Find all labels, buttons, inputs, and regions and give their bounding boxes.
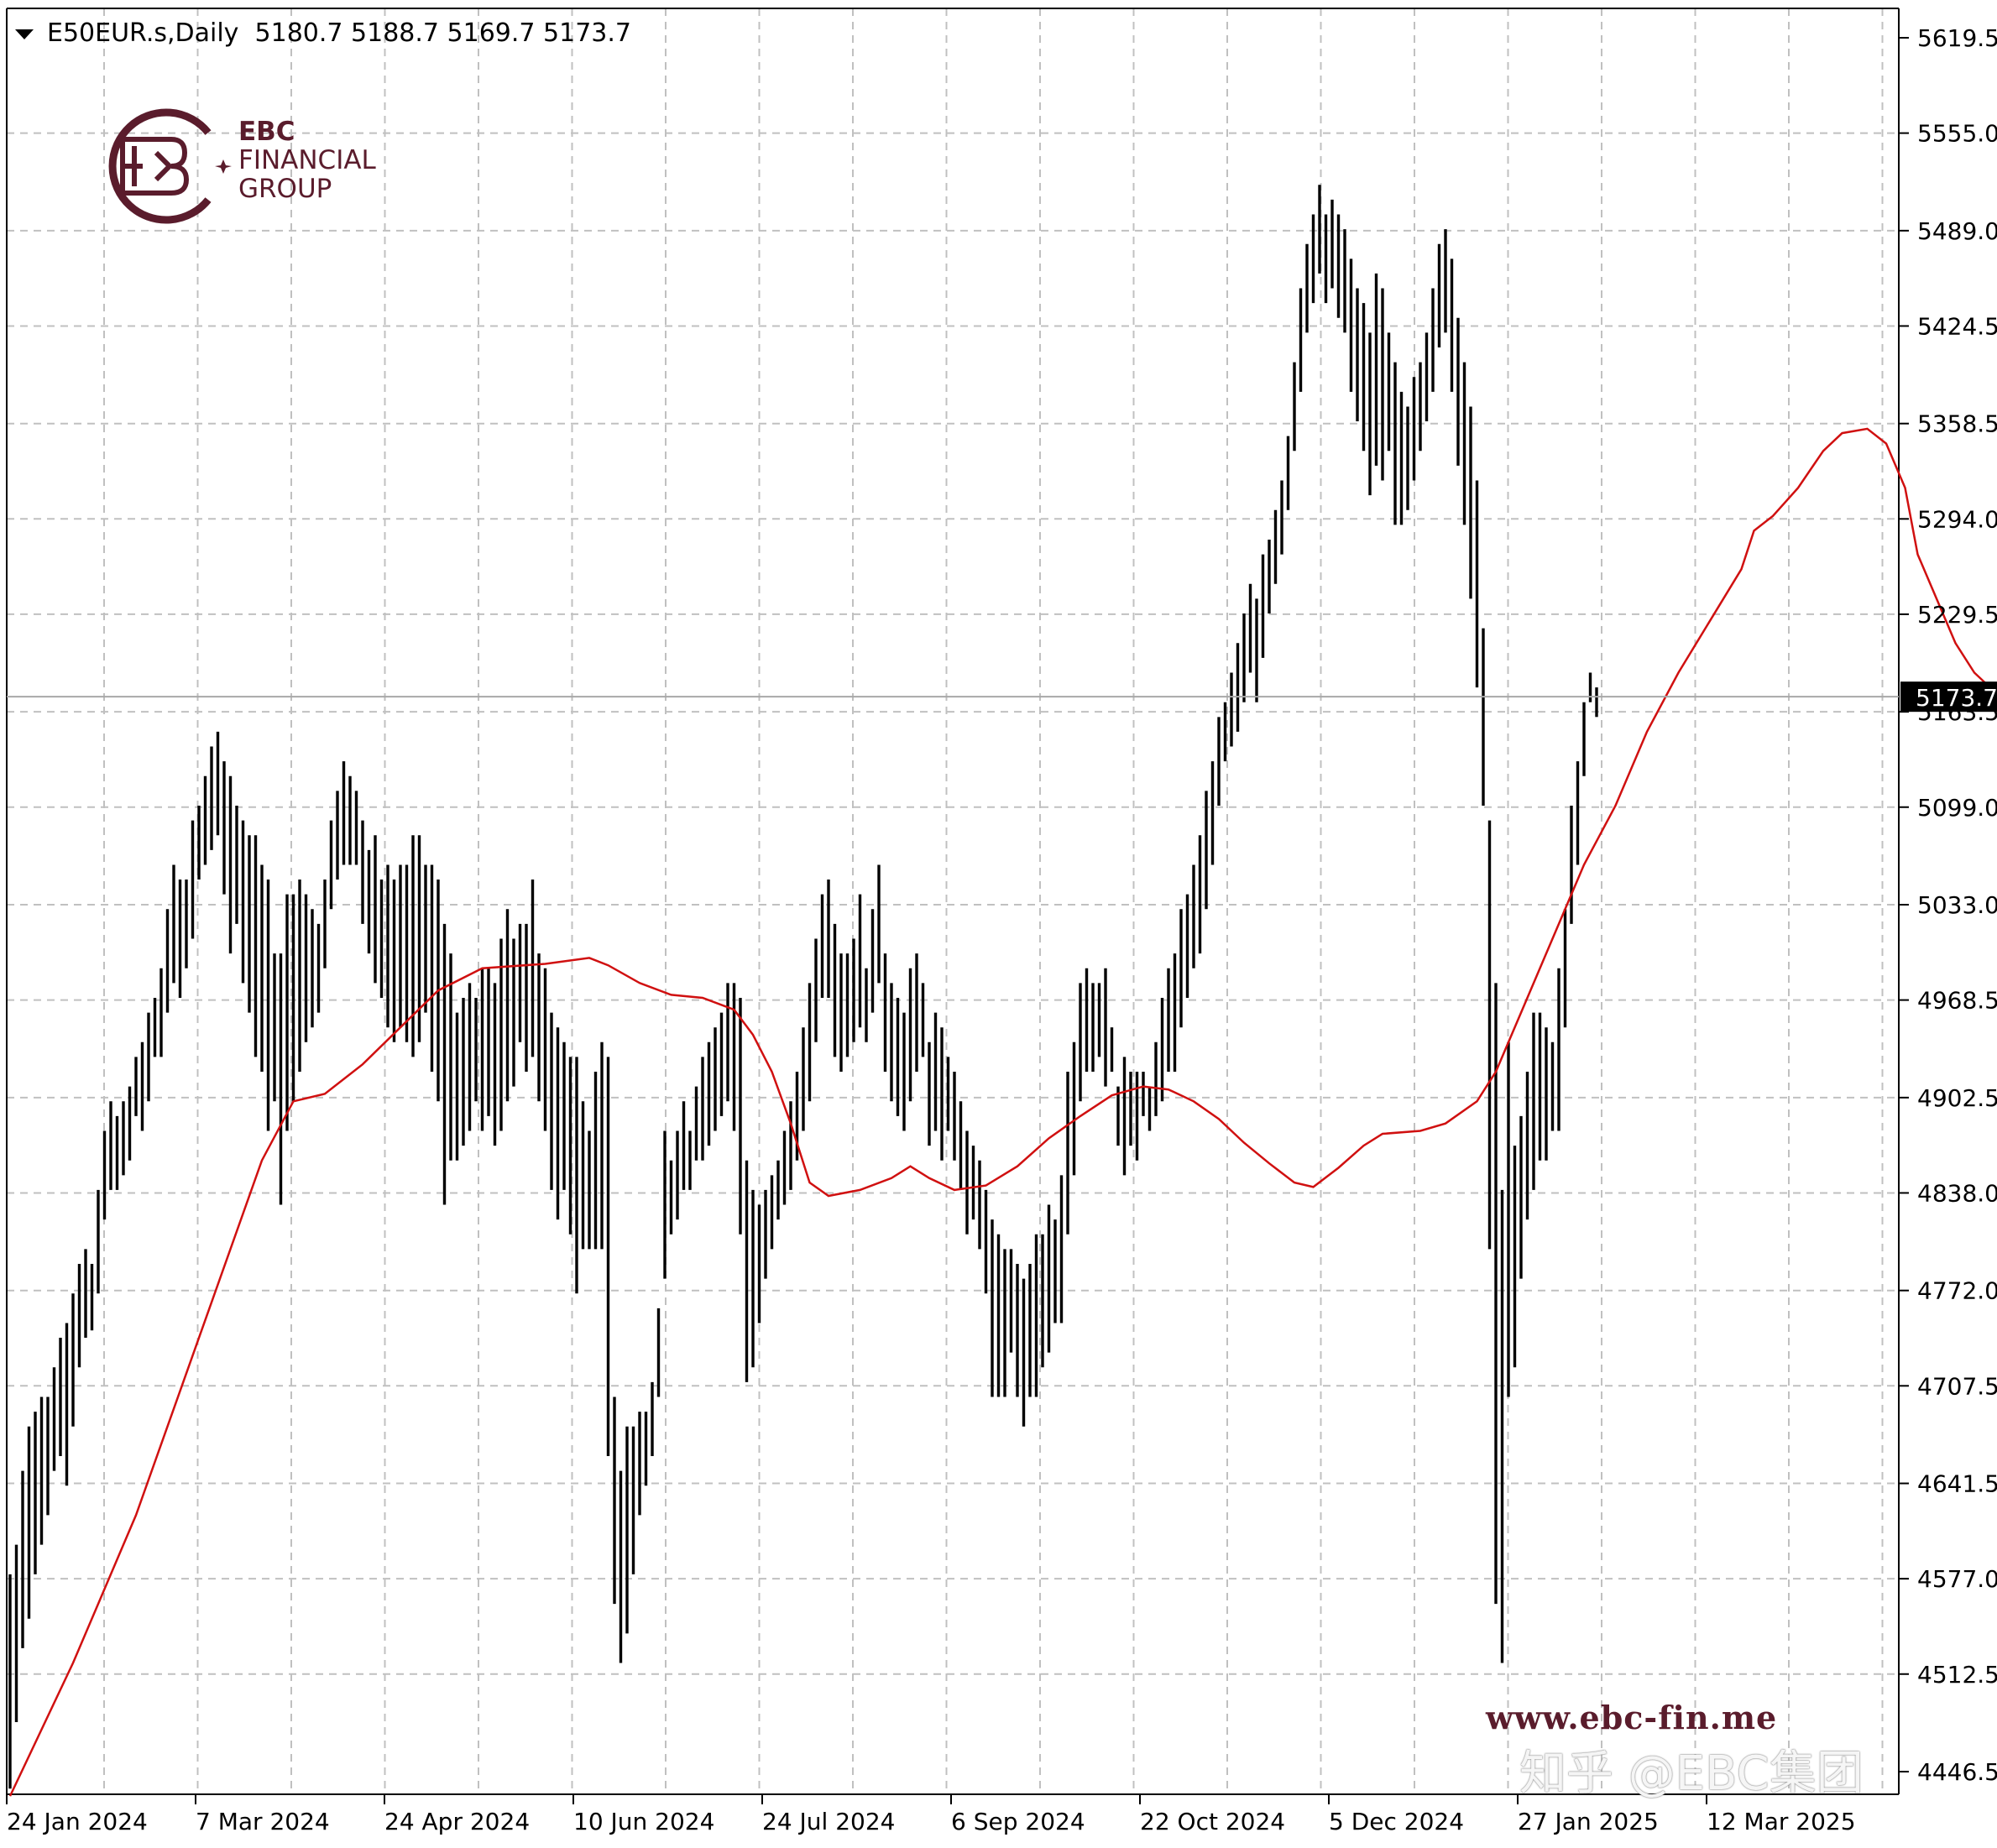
chart-grid <box>7 8 1899 1794</box>
time-label: 22 Oct 2024 <box>1140 1808 1285 1835</box>
time-label: 24 Apr 2024 <box>384 1808 530 1835</box>
ohlc-bars <box>8 185 1598 1789</box>
price-axis: 5619.5 5555.0 5489.0 5424.5 5358.5 5294.0 5229… <box>1899 24 1997 1786</box>
time-label: 10 Jun 2024 <box>573 1808 714 1835</box>
time-label: 24 Jan 2024 <box>7 1808 148 1835</box>
time-label: 7 Mar 2024 <box>196 1808 330 1835</box>
current-price-label: 5173.7 <box>1916 684 1997 712</box>
price-label: 5294.0 <box>1917 505 1997 533</box>
price-label: 4902.5 <box>1917 1084 1997 1112</box>
time-label: 5 Dec 2024 <box>1329 1808 1464 1835</box>
price-label: 4707.5 <box>1917 1372 1997 1400</box>
logo-line-1: EBC <box>238 117 295 147</box>
price-label: 5619.5 <box>1917 24 1997 52</box>
chart-header: E50EUR.s,Daily 5180.7 5188.7 5169.7 5173… <box>15 18 631 48</box>
current-price-tag: 5173.7 <box>1900 681 1997 713</box>
logo-line-3: GROUP <box>238 174 332 204</box>
ebc-logo: EBC FINANCIAL GROUP <box>91 99 393 233</box>
ohlc-values: 5180.7 5188.7 5169.7 5173.7 <box>254 18 632 48</box>
website-url: www.ebc-fin.me <box>1486 1699 1778 1736</box>
ebc-emblem-icon <box>108 108 232 224</box>
price-label: 5424.5 <box>1917 312 1997 340</box>
current-price-box <box>1900 681 1997 713</box>
price-label: 5358.5 <box>1917 410 1997 438</box>
moving-average-line <box>8 427 1997 1797</box>
ebc-logo-text: EBC FINANCIAL GROUP <box>238 117 376 203</box>
price-label: 4641.5 <box>1917 1470 1997 1498</box>
price-label: 4772.0 <box>1917 1277 1997 1305</box>
price-label: 4446.5 <box>1917 1758 1997 1786</box>
price-label: 4968.5 <box>1917 987 1997 1015</box>
time-label: 12 Mar 2025 <box>1707 1808 1856 1835</box>
time-label: 24 Jul 2024 <box>762 1808 895 1835</box>
price-label: 5229.5 <box>1917 601 1997 629</box>
price-label: 5555.0 <box>1917 120 1997 148</box>
time-label: 6 Sep 2024 <box>951 1808 1085 1835</box>
price-label: 5489.0 <box>1917 217 1997 245</box>
price-label: 5099.0 <box>1917 794 1997 822</box>
time-label: 27 Jan 2025 <box>1518 1808 1659 1835</box>
symbol-label: E50EUR.s,Daily <box>47 18 239 48</box>
time-axis: 24 Jan 2024 7 Mar 2024 24 Apr 2024 10 Jun 2… <box>6 1794 1856 1835</box>
price-label: 4838.0 <box>1917 1179 1997 1207</box>
logo-line-2: FINANCIAL <box>238 145 376 175</box>
dropdown-triangle-icon[interactable] <box>15 29 34 39</box>
price-label: 4512.5 <box>1917 1661 1997 1689</box>
price-label: 4577.0 <box>1917 1565 1997 1593</box>
price-label: 5033.0 <box>1917 891 1997 919</box>
zhihu-watermark: 知乎 @EBC集团 <box>1519 1746 1864 1801</box>
